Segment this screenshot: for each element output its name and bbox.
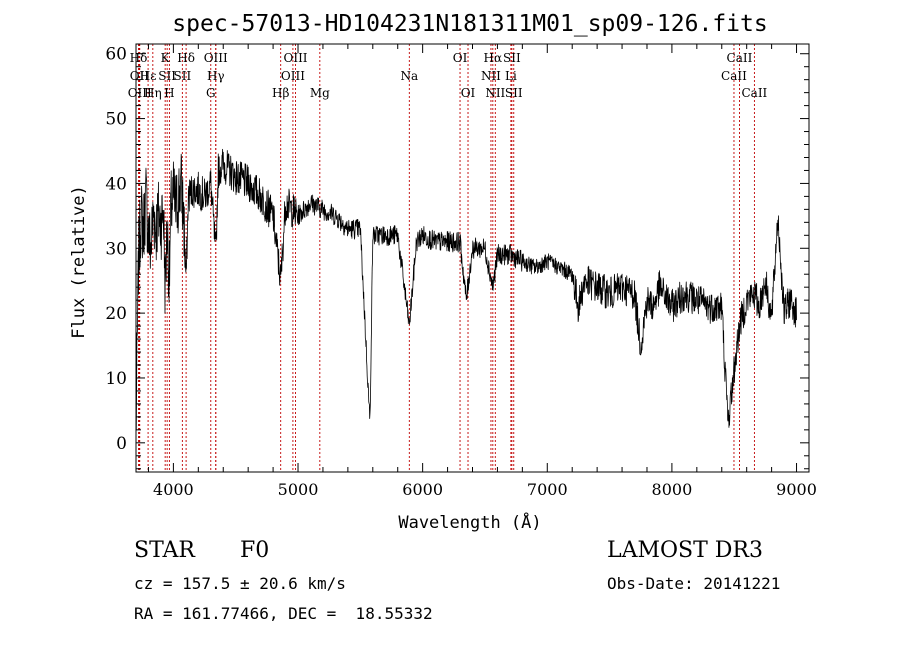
line-label: OIII [281,69,305,83]
line-label: Na [400,69,418,83]
line-label: NII [485,86,505,100]
line-label: CaII [727,51,753,65]
spectrum-series [135,148,797,431]
y-tick-label: 40 [105,174,127,194]
y-axis-label: Flux (relative) [69,185,89,339]
chart-title: spec-57013-HD104231N181311M01_sp09-126.f… [172,11,767,37]
line-label: OII [130,69,150,83]
line-label: OI [453,51,468,65]
line-label: Hδ [130,51,148,65]
line-label: H [164,86,174,100]
line-label: Hδ [177,51,195,65]
spectrum-line [135,148,797,431]
x-tick-label: 8000 [652,480,693,499]
line-label: SII [158,69,176,83]
line-label: CaII [721,69,747,83]
line-label: Mg [310,86,330,100]
line-label: Li [505,69,517,83]
line-label: K [161,51,171,65]
line-label: Hβ [272,86,289,100]
line-markers [138,44,755,472]
coordinates: RA = 161.77466, DEC = 18.55332 [134,604,433,623]
line-label: CaII [741,86,767,100]
y-axis: 0 10 20 30 40 50 60 [105,45,809,470]
line-label: OIII [283,51,307,65]
x-tick-label: 4000 [153,480,194,499]
line-label: Hε [140,69,157,83]
plot-frame [135,43,810,473]
line-label: Hα [484,51,503,65]
x-axis-label: Wavelength (Å) [398,511,541,533]
line-label: SII [505,86,523,100]
line-label: OIII [204,51,228,65]
line-label: SII [503,51,521,65]
line-label: Hγ [207,69,225,83]
y-tick-label: 30 [105,239,127,259]
y-tick-label: 10 [105,369,127,389]
x-tick-label: 6000 [402,480,443,499]
redshift-cz: cz = 157.5 ± 20.6 km/s [134,574,346,593]
x-tick-label: 5000 [278,480,319,499]
y-tick-label: 50 [105,110,127,130]
x-tick-label: 9000 [776,480,817,499]
y-tick-label: 60 [105,45,127,65]
spectral-subclass: F0 [240,538,270,563]
line-label: NII [481,69,501,83]
survey-name: LAMOST DR3 [607,538,763,563]
line-label: Hη [144,86,162,100]
x-axis: 4000 5000 6000 7000 8000 9000 [147,44,817,499]
y-tick-label: 20 [105,304,127,324]
y-tick-label: 0 [116,434,127,454]
line-label: G [206,86,216,100]
object-class: STAR [134,538,195,563]
x-tick-label: 7000 [527,480,568,499]
observation-date: Obs-Date: 20141221 [607,574,781,593]
line-label: SII [174,69,192,83]
line-label: OI [461,86,476,100]
